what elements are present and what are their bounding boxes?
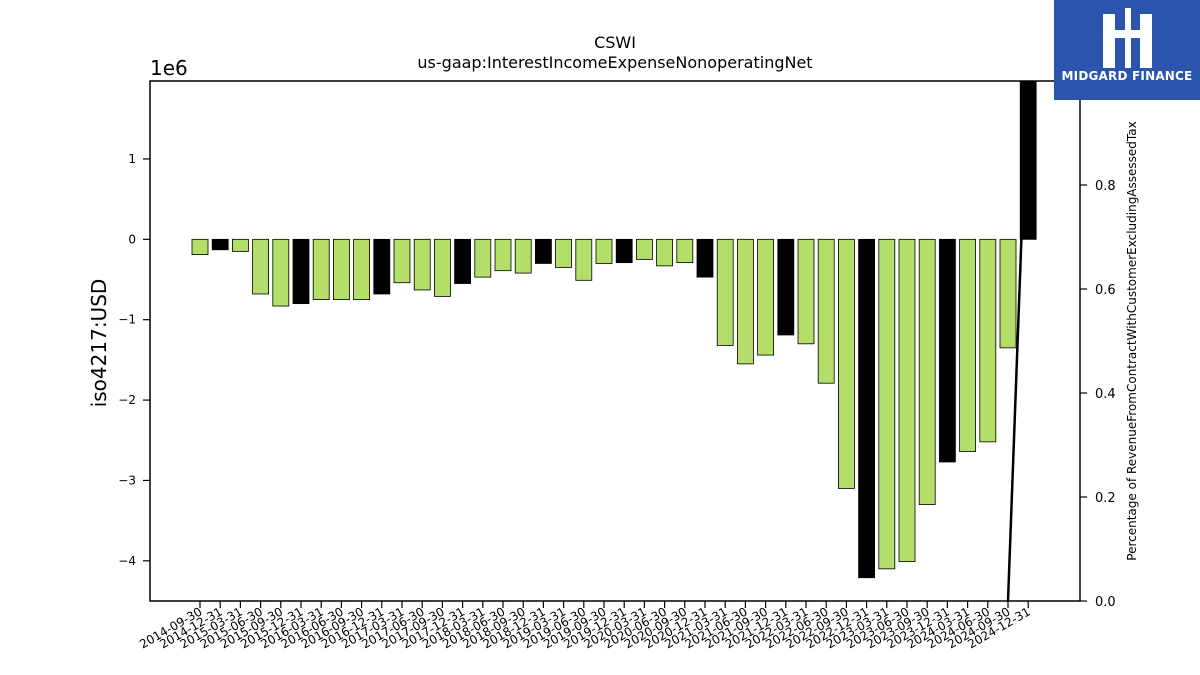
bar-2017-03-31 [393,238,411,284]
y2-tick-label: 0.6 [1095,283,1116,298]
bar-2021-12-31 [777,238,795,336]
logo-text: MIDGARD FINANCE [1061,69,1193,83]
bar-2018-03-31 [474,238,492,278]
bar-2014-09-30 [191,238,209,256]
bar-2020-09-30 [676,238,694,264]
y-tick-label: 1 [128,152,136,166]
y2-tick-label: 0.4 [1095,387,1116,402]
chart-subtitle: us-gaap:InterestIncomeExpenseNonoperatin… [417,53,812,72]
bar-2019-09-30 [595,238,613,264]
bar-2018-09-30 [514,238,532,274]
bar-2018-12-31 [535,238,552,264]
bar-2023-09-30 [918,238,936,505]
plot-area [149,80,1081,602]
bar-2016-12-31 [373,238,391,295]
bar-2022-12-31 [858,238,875,579]
chart-title: CSWI [594,33,636,52]
y2-tick-label: 0.0 [1095,595,1116,610]
y-axis-label: iso4217:USD [87,279,111,408]
bar-2019-06-30 [575,238,593,281]
y2-axis-label: Percentage of RevenueFromContractWithCus… [1125,121,1139,560]
bar-2019-12-31 [615,238,633,264]
bar-2022-09-30 [838,238,855,489]
plot-frame [149,80,1081,602]
bar-2021-06-30 [737,238,754,365]
bar-2021-03-31 [716,238,734,346]
bar-2024-09-30 [999,238,1017,349]
y2-tick-label: 0.8 [1095,179,1116,194]
bar-2016-06-30 [332,238,350,301]
y2-tick-label: 0.2 [1095,491,1116,506]
bar-2021-09-30 [757,238,774,356]
y-tick-label: −2 [118,393,136,407]
bar-2020-12-31 [696,238,714,278]
bar-2017-09-30 [433,238,451,297]
bar-2022-06-30 [817,238,835,384]
y2-axis: 0.0 0.2 0.4 0.6 0.8 [1080,179,1116,610]
brand-logo: MIDGARD FINANCE [1054,0,1200,100]
bar-2024-06-30 [979,238,997,443]
bar-2017-06-30 [413,238,431,291]
x-axis: 2014-09-302014-12-312015-03-312015-06-30… [137,601,1033,651]
midgard-logo-icon [1103,8,1152,68]
bar-2015-06-30 [252,238,270,295]
y-offset-text: 1e6 [150,56,188,80]
y-tick-label: −3 [118,473,136,487]
bar-2016-03-31 [312,238,330,301]
y-axis: −4 −3 −2 −1 0 1 [118,152,150,568]
bar-2020-06-30 [656,238,673,267]
bar-2019-03-31 [555,238,572,268]
bar-2018-06-30 [494,238,512,272]
bar-2023-03-31 [878,238,896,570]
bar-2016-09-30 [353,238,371,301]
bar-2015-03-31 [231,238,249,252]
bar-2023-12-31 [939,238,956,463]
bar-2024-03-31 [959,238,976,452]
y-tick-label: −1 [118,313,136,327]
bar-2022-03-31 [797,238,815,345]
bar-2017-12-31 [454,238,472,284]
y-tick-label: −4 [118,554,136,568]
bar-2015-09-30 [272,238,290,307]
bar-2023-06-30 [898,238,916,563]
bar-2020-03-31 [636,238,653,260]
bar-series [191,80,1037,579]
y-tick-label: 0 [128,232,136,246]
bar-2015-12-31 [292,238,310,305]
percentage-line [1006,80,1029,602]
bar-2014-12-31 [211,238,229,251]
